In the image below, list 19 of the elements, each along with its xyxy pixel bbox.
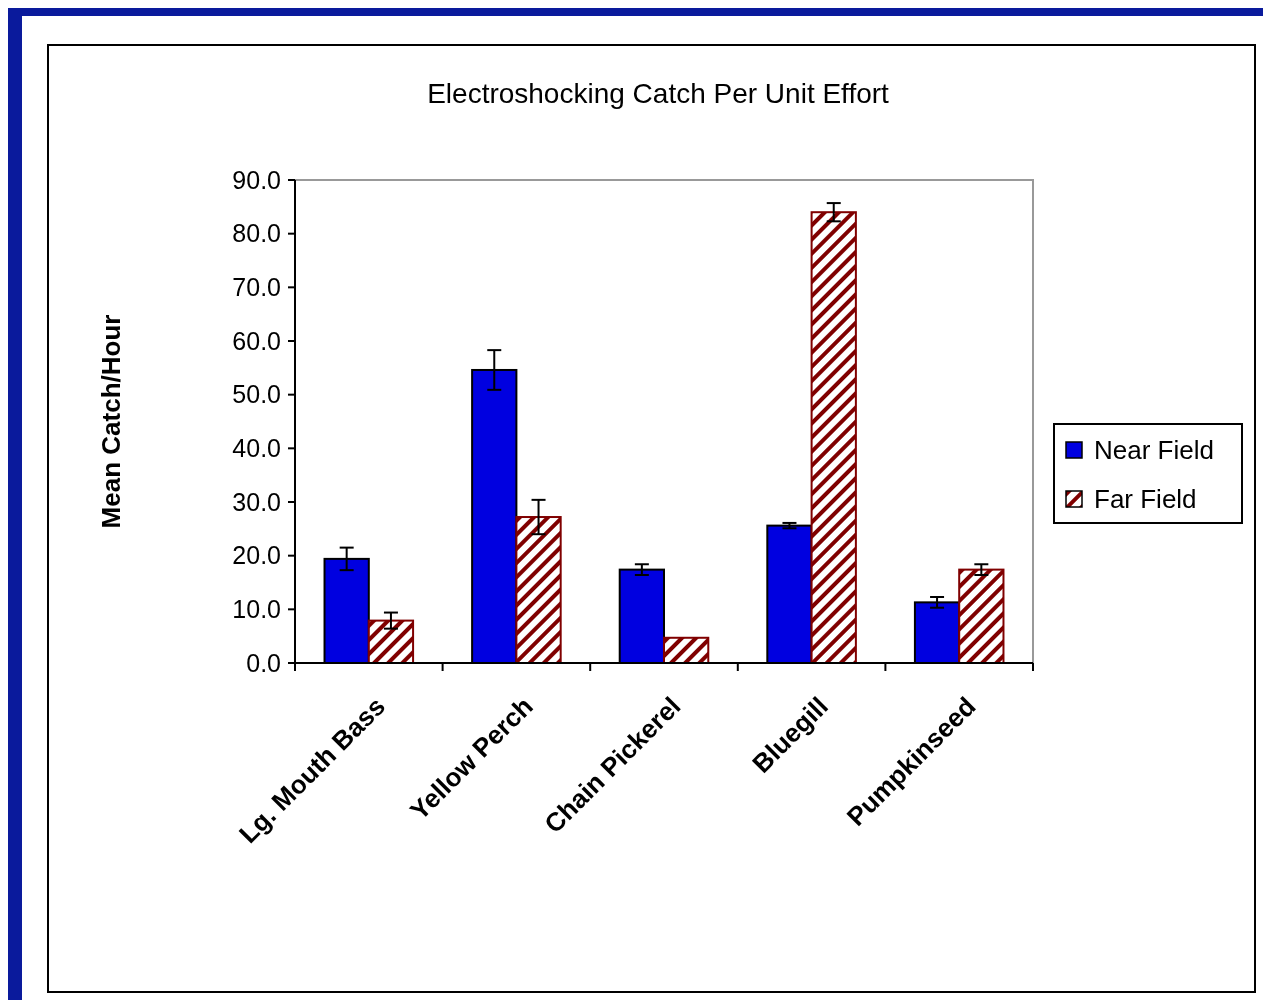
y-tick-label: 80.0 <box>232 219 281 248</box>
bar <box>958 568 1005 664</box>
y-axis-title: Mean Catch/Hour <box>96 314 126 529</box>
y-tick-label: 40.0 <box>232 434 281 463</box>
y-tick-label: 90.0 <box>232 165 281 194</box>
y-tick-label: 20.0 <box>232 541 281 570</box>
y-tick-label: 0.0 <box>246 648 281 677</box>
y-tick-label: 10.0 <box>232 595 281 624</box>
bar <box>663 636 710 664</box>
chart-title: Electroshocking Catch Per Unit Effort <box>427 78 890 109</box>
y-tick-label: 60.0 <box>232 326 281 355</box>
y-tick-label: 50.0 <box>232 380 281 409</box>
legend-label: Near Field <box>1094 435 1214 466</box>
y-tick-label: 70.0 <box>232 273 281 302</box>
bar <box>515 516 562 664</box>
bar <box>367 619 415 664</box>
bar <box>810 211 857 664</box>
y-tick-label: 30.0 <box>232 487 281 516</box>
legend-label: Far Field <box>1094 484 1197 515</box>
